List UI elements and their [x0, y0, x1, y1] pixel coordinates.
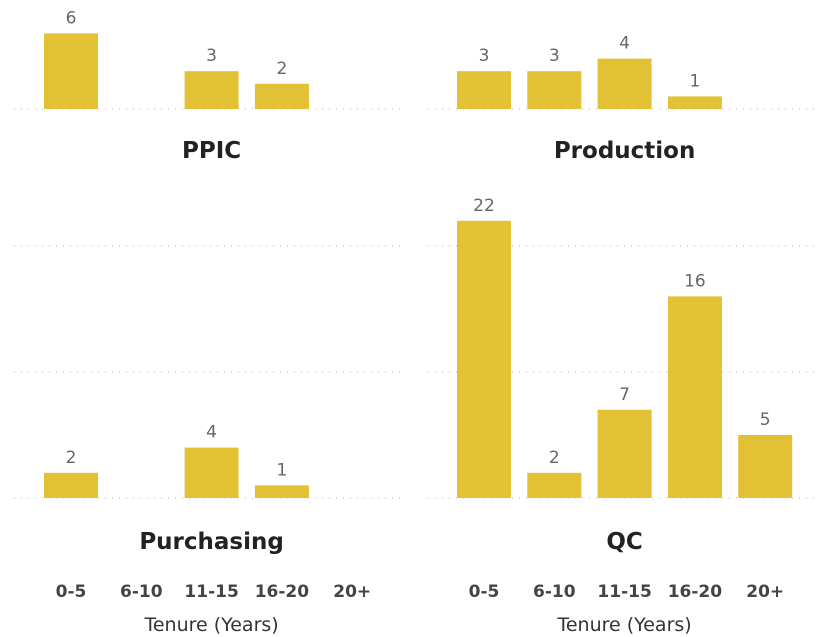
bar-16-20: [254, 485, 309, 498]
x-tick-label: 0-5: [56, 582, 87, 602]
x-tick-label: 20+: [746, 582, 784, 602]
panel-title: Production: [554, 138, 696, 164]
data-label: 2: [549, 448, 560, 468]
bar-16-20: [254, 83, 309, 109]
data-label: 2: [276, 59, 287, 79]
bar-6-10: [527, 472, 582, 498]
x-tick-label: 16-20: [255, 582, 310, 602]
bar-11-15: [184, 71, 239, 109]
bar-11-15: [184, 447, 239, 498]
x-axis: 0-5 6-10 11-15 16-20 20+ Tenure (Years): [469, 582, 785, 636]
x-tick-label: 16-20: [668, 582, 723, 602]
x-tick-label: 0-5: [469, 582, 500, 602]
data-label: 1: [276, 460, 287, 480]
data-label: 7: [619, 385, 630, 405]
bar-11-15: [597, 58, 652, 109]
data-label: 5: [760, 410, 771, 430]
x-tick-label: 6-10: [120, 582, 163, 602]
bar-0-5: [44, 472, 98, 498]
bar-20+: [738, 435, 793, 498]
panel-ppic: 6 3 2 PPIC: [14, 8, 406, 164]
data-label: 2: [66, 448, 77, 468]
panel-title: PPIC: [182, 138, 241, 164]
x-tick-label: 6-10: [533, 582, 576, 602]
x-tick-label: 11-15: [184, 582, 238, 602]
data-label: 4: [619, 34, 630, 54]
bar-6-10: [527, 71, 582, 109]
data-label: 6: [66, 8, 77, 28]
bar-0-5: [457, 71, 511, 109]
x-tick-label: 11-15: [597, 582, 651, 602]
bar-0-5: [457, 220, 511, 499]
x-tick-label: 20+: [333, 582, 371, 602]
data-label: 1: [689, 71, 700, 91]
bar-11-15: [597, 409, 652, 498]
x-axis-title: Tenure (Years): [556, 614, 691, 636]
x-axis-title: Tenure (Years): [143, 614, 278, 636]
data-label: 22: [473, 196, 495, 216]
x-axis: 0-5 6-10 11-15 16-20 20+ Tenure (Years): [56, 582, 372, 636]
data-label: 4: [206, 423, 217, 443]
data-label: 16: [684, 271, 706, 291]
panel-purchasing: 2 4 1 Purchasing: [14, 245, 406, 555]
bar-0-5: [44, 33, 98, 109]
panel-title: QC: [606, 529, 642, 555]
bar-16-20: [667, 296, 722, 498]
panel-production: 3 3 4 1 Production: [428, 34, 820, 164]
panel-title: Purchasing: [139, 529, 284, 555]
data-label: 3: [206, 46, 217, 66]
data-label: 3: [549, 46, 560, 66]
bar-16-20: [667, 96, 722, 109]
data-label: 3: [479, 46, 490, 66]
